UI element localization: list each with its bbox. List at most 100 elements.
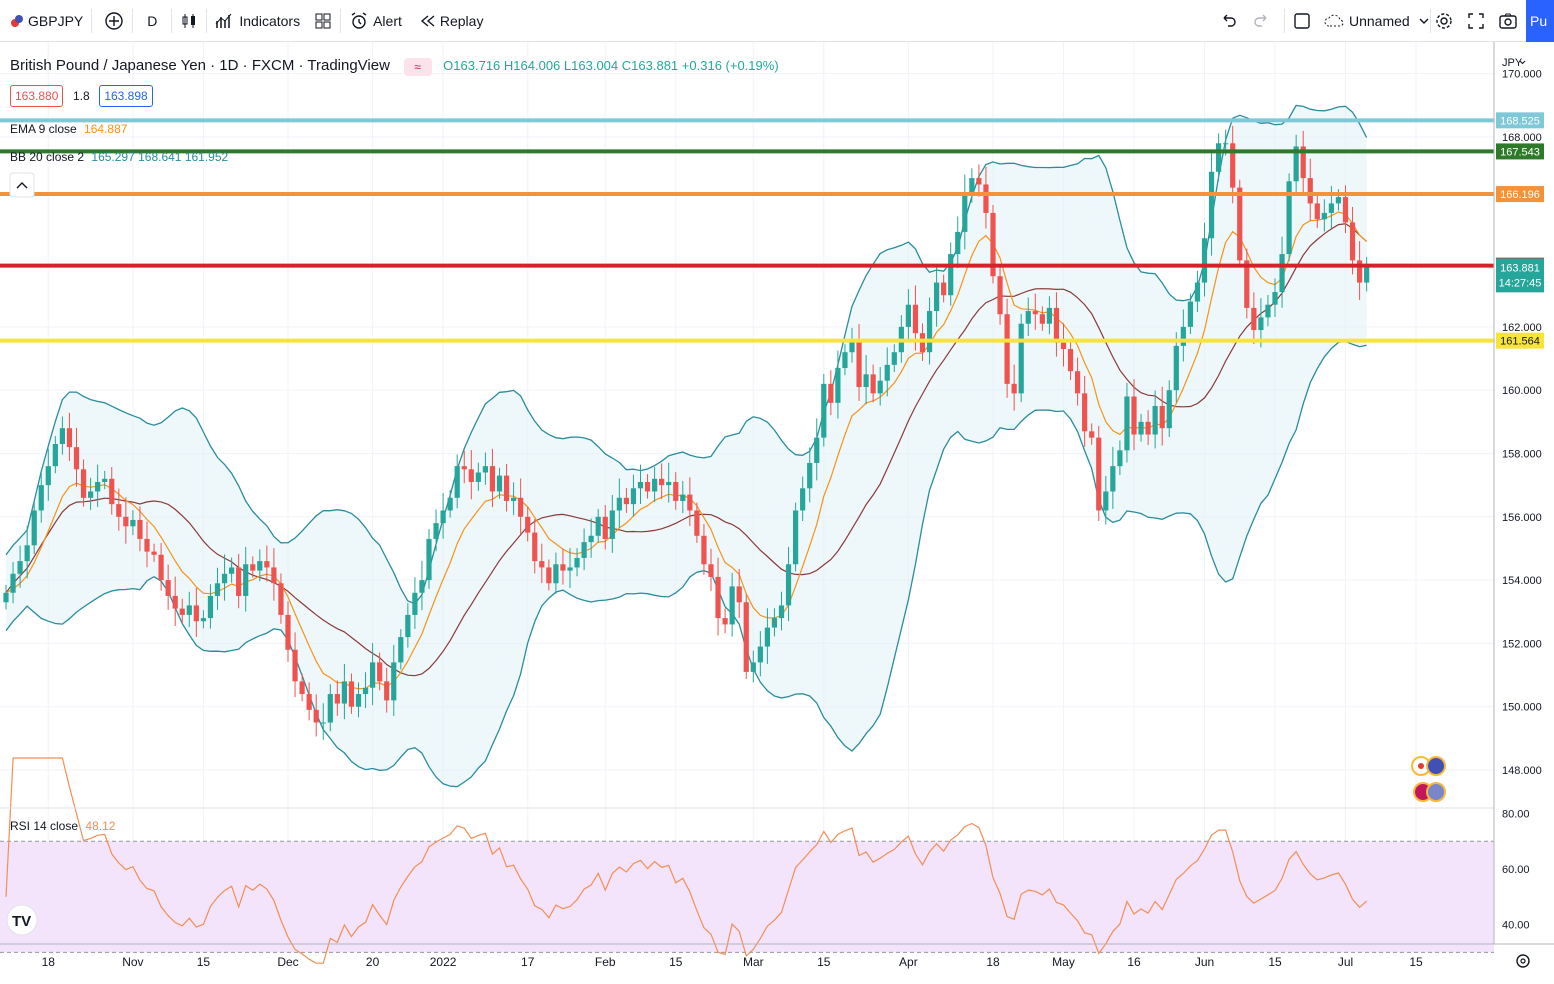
redo-icon <box>1254 14 1267 27</box>
replay-button[interactable]: Replay <box>420 0 483 42</box>
buy-price-button[interactable]: 163.898 <box>99 85 153 107</box>
candle-body <box>842 352 848 369</box>
candle <box>306 682 312 721</box>
candle <box>264 545 270 582</box>
candle-body <box>1194 282 1201 302</box>
chart-type-button[interactable] <box>180 0 198 42</box>
candle-body <box>165 580 171 596</box>
last-price-label-bg <box>1496 258 1544 293</box>
undo-button[interactable] <box>1220 0 1238 42</box>
data-mode-icon[interactable]: ≈ <box>403 57 432 76</box>
bb-legend[interactable]: BB 20 close 2 165.297 168.641 161.952 <box>10 150 228 164</box>
candle-body <box>377 662 383 682</box>
alert-button[interactable]: Alert <box>349 0 402 42</box>
candle-body <box>877 380 883 394</box>
uk-flag-icon[interactable] <box>1426 782 1446 802</box>
series-title[interactable]: British Pound / Japanese Yen · 1D · FXCM… <box>10 57 390 74</box>
chart-canvas[interactable]: 170.000 168.000 162.000 160.000 158.000 156.0… <box>0 42 1554 984</box>
candle <box>334 680 340 716</box>
price-line-label-bg <box>1496 186 1544 203</box>
layout-menu-button[interactable]: Unnamed <box>1323 0 1430 42</box>
candle <box>271 548 277 601</box>
sell-price-button[interactable]: 163.880 <box>10 85 64 107</box>
candle <box>680 481 686 514</box>
candle <box>1166 380 1172 437</box>
candle-body <box>856 339 862 388</box>
settings-button[interactable] <box>1434 0 1454 42</box>
candle-body <box>130 519 136 527</box>
indicators-button[interactable]: Indicators <box>215 0 300 42</box>
candle <box>1082 375 1088 447</box>
candle-body <box>715 576 721 619</box>
collapse-legend-button[interactable] <box>9 172 35 198</box>
time-axis-tick: Jul <box>1338 955 1353 969</box>
time-axis-tick: 15 <box>817 955 831 969</box>
candle <box>884 347 890 397</box>
rewind-icon <box>420 14 435 27</box>
candle <box>88 477 94 511</box>
candle-body <box>623 497 629 505</box>
candle-body <box>327 694 333 723</box>
interval-button[interactable]: D <box>147 0 157 42</box>
candle-body <box>1032 311 1038 315</box>
fullscreen-button[interactable] <box>1467 0 1485 42</box>
candle-body <box>362 687 369 695</box>
symbol-search[interactable]: GBPJPY <box>10 0 83 42</box>
horizontal-price-lines[interactable] <box>0 118 1494 343</box>
ema-legend[interactable]: EMA 9 close 164.887 <box>10 122 127 136</box>
candle <box>948 242 954 306</box>
candle <box>1244 248 1250 319</box>
price-axis[interactable]: 170.000 168.000 162.000 160.000 158.000 156.0… <box>1502 69 1542 777</box>
candle-body <box>1060 342 1067 350</box>
candle-body <box>905 304 911 327</box>
time-axis-tick: 15 <box>1268 955 1282 969</box>
candle <box>701 524 707 575</box>
rsi-price-axis[interactable]: 80.00 60.00 40.00 <box>1502 809 1530 932</box>
uk-flag-icon[interactable] <box>1426 756 1446 776</box>
economic-event-flags[interactable] <box>1411 756 1446 802</box>
candle <box>743 594 749 680</box>
price-line-label: 161.564 <box>1500 336 1540 348</box>
candle <box>433 509 439 552</box>
time-axis-settings-icon[interactable] <box>1516 954 1530 968</box>
candle <box>1272 278 1278 317</box>
candle <box>997 264 1003 325</box>
divider <box>1430 8 1431 33</box>
candle <box>482 452 488 485</box>
candle <box>553 552 559 594</box>
candle <box>1131 379 1137 451</box>
candle-body <box>1025 311 1031 324</box>
redo-button[interactable] <box>1252 0 1270 42</box>
publish-button[interactable]: Pu <box>1526 0 1554 42</box>
time-axis[interactable]: 18 Nov 15 Dec 20 2022 17 Feb 15 Mar 15 Apr 18 May 16 Ju… <box>42 955 1423 969</box>
candle-body <box>257 561 263 571</box>
time-axis-tick: 18 <box>42 955 56 969</box>
candle <box>785 546 792 622</box>
candle-body <box>412 592 418 615</box>
candle-body <box>10 573 16 593</box>
tradingview-logo[interactable]: TV <box>6 904 38 936</box>
candle <box>532 519 538 574</box>
candle-body <box>1335 197 1342 204</box>
templates-button[interactable] <box>314 0 332 42</box>
candle <box>377 652 383 691</box>
candle-body <box>1053 307 1060 343</box>
select-layout-checkbox[interactable] <box>1293 0 1311 42</box>
candle-body <box>1124 396 1130 451</box>
candle <box>574 548 580 577</box>
candle <box>1173 332 1179 403</box>
candle <box>694 502 700 543</box>
candle-body <box>278 583 284 615</box>
candle <box>405 603 411 648</box>
compare-button[interactable] <box>104 0 124 42</box>
candle <box>666 462 672 503</box>
candle <box>1201 222 1208 297</box>
candle-body <box>941 282 947 296</box>
candle <box>461 450 467 484</box>
candle-body <box>1117 450 1123 467</box>
rsi-legend[interactable]: RSI 14 close 48.12 <box>10 819 115 833</box>
time-axis-tick: 2022 <box>430 955 457 969</box>
snapshot-button[interactable] <box>1498 0 1518 42</box>
currency-label[interactable]: JPY <box>1502 57 1523 69</box>
candle <box>10 562 16 604</box>
